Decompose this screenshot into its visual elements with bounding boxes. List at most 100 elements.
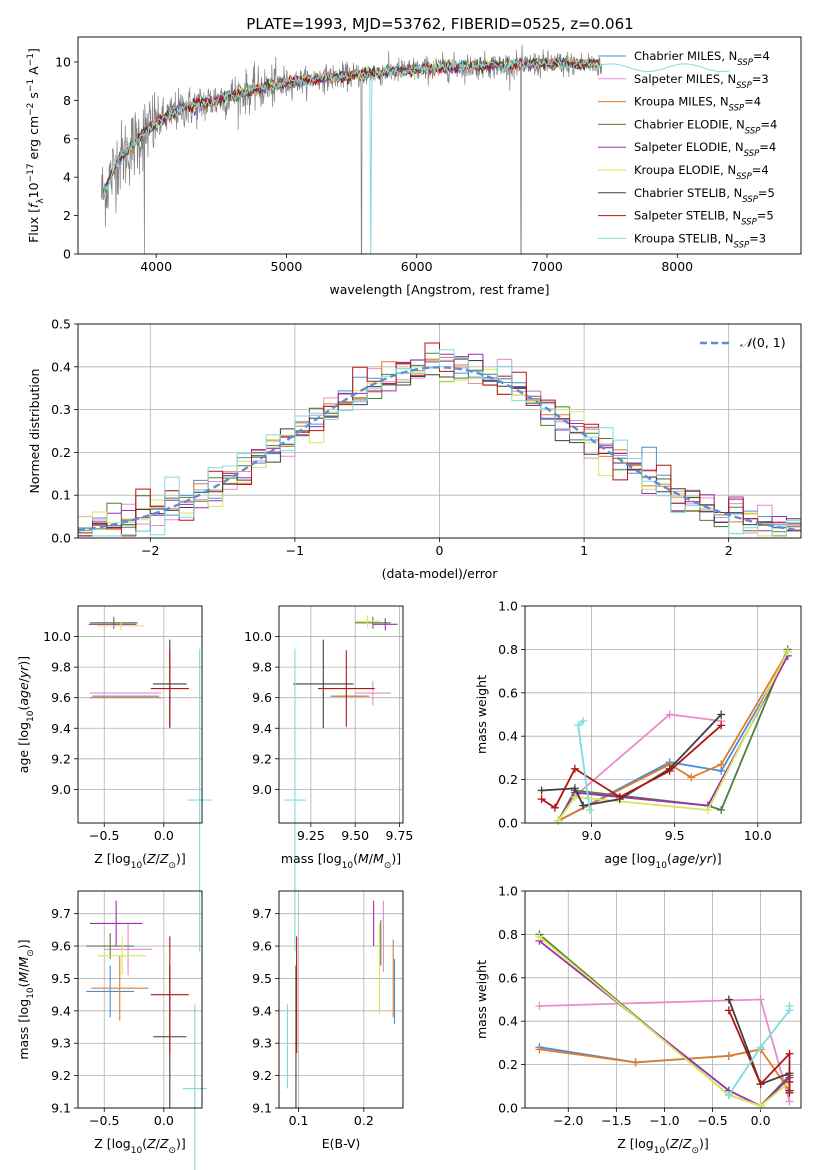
legend-label: Kroupa MILES, NSSP=4: [634, 95, 761, 114]
axes-frame: [77, 605, 203, 824]
series-point: [579, 717, 588, 726]
y-tick-label: 1.0: [498, 884, 518, 899]
series-line: [541, 724, 722, 810]
x-tick-label: −2: [141, 543, 159, 558]
y-tick-label: 0.8: [498, 927, 518, 942]
y-axis-label: mass [log10(M/M⊙)]: [16, 939, 36, 1059]
series-point: [687, 773, 696, 782]
axes-frame: [77, 323, 802, 539]
y-tick-label: 0.1: [51, 488, 71, 503]
legend-label: Salpeter STELIB, NSSP=5: [634, 209, 774, 228]
legend-label: Salpeter MILES, NSSP=3: [634, 72, 769, 91]
x-tick-label: 8000: [661, 259, 693, 274]
x-tick-label: 9.25: [297, 828, 325, 843]
y-tick-label: 0.4: [498, 729, 518, 744]
y-tick-label: 9.7: [252, 906, 272, 921]
x-tick-label: 0.0: [154, 828, 174, 843]
series-point: [756, 1080, 765, 1089]
y-tick-label: 9.4: [51, 1003, 71, 1018]
series-point: [570, 784, 579, 793]
mass-vs-ebv-panel: 0.1 0.2 9.1 9.2 9.3 9.4 9.5 9.6 9.7 E(B-V): [252, 890, 404, 1151]
y-tick-label: 9.5: [252, 971, 272, 986]
x-axis-label: Z [log10(Z/Z⊙)]: [94, 851, 186, 871]
series-point: [785, 1049, 794, 1058]
series-point: [570, 792, 579, 801]
x-tick-label: 5000: [271, 259, 303, 274]
y-tick-label: 9.0: [252, 782, 272, 797]
y-tick-label: 9.2: [252, 751, 272, 766]
plot-area: [535, 930, 794, 1110]
series-point: [535, 1045, 544, 1054]
y-tick-label: 0.4: [51, 359, 71, 374]
series-point: [785, 1088, 794, 1097]
y-axis-label: Normed distribution: [27, 369, 42, 494]
figure-title: PLATE=1993, MJD=53762, FIBERID=0525, z=0…: [246, 15, 633, 33]
series-point: [615, 792, 624, 801]
y-tick-label: 0.0: [51, 531, 71, 546]
x-axis-label: age [log10(age/yr)]: [604, 851, 721, 871]
series-point: [717, 721, 726, 730]
series-point: [717, 760, 726, 769]
y-tick-label: 9.7: [51, 906, 71, 921]
y-tick-label: 9.2: [51, 751, 71, 766]
age-vs-metallicity-panel: −0.5 0.0 9.0 9.2 9.4 9.6 9.8 10.0 Z [log10(Z/Z⊙)…: [16, 605, 212, 952]
residual-histogram-chabrier-stelib: [78, 358, 801, 534]
axes-frame: [278, 890, 404, 1109]
y-axis-label: age [log10(age/yr)]: [16, 656, 36, 773]
y-axis-label: mass weight: [474, 960, 489, 1039]
series-point: [537, 795, 546, 804]
series-line: [557, 655, 789, 822]
x-tick-label: 6000: [401, 259, 433, 274]
series-point: [717, 710, 726, 719]
x-tick-label: 1: [580, 543, 588, 558]
x-tick-label: 0: [436, 543, 444, 558]
series-point: [703, 805, 712, 814]
x-tick-label: −1.0: [649, 1113, 679, 1128]
y-tick-label: 9.4: [252, 721, 272, 736]
series-point: [724, 995, 733, 1004]
y-tick-label: 9.8: [252, 660, 272, 675]
y-tick-label: 0: [63, 247, 71, 262]
y-tick-label: 0.2: [51, 445, 71, 460]
x-tick-label: 9.50: [341, 828, 369, 843]
y-tick-label: 8: [63, 93, 71, 108]
series-point: [665, 710, 674, 719]
series-point: [537, 786, 546, 795]
legend-label: Chabrier ELODIE, NSSP=4: [634, 117, 777, 136]
legend-label: Kroupa STELIB, NSSP=3: [634, 231, 766, 250]
x-tick-label: 0.0: [154, 1113, 174, 1128]
series-point: [574, 721, 583, 730]
y-tick-label: 6: [63, 131, 71, 146]
x-tick-label: 0.2: [354, 1113, 374, 1128]
x-tick-label: 9.5: [665, 828, 685, 843]
axes-frame: [524, 890, 802, 1109]
plot-area: [537, 645, 792, 825]
series-point: [756, 995, 765, 1004]
series-point: [631, 1058, 640, 1067]
legend-label: Chabrier MILES, NSSP=4: [634, 49, 770, 68]
legend-label: Salpeter ELODIE, NSSP=4: [634, 140, 776, 159]
y-tick-label: 9.2: [252, 1068, 272, 1083]
series-point: [785, 1097, 794, 1106]
series-point: [585, 805, 594, 814]
x-axis-label: wavelength [Angstrom, rest frame]: [329, 282, 549, 297]
y-tick-label: 9.2: [51, 1068, 71, 1083]
y-tick-label: 9.6: [252, 690, 272, 705]
legend-label: Chabrier STELIB, NSSP=5: [634, 186, 775, 205]
y-tick-label: 2: [63, 208, 71, 223]
y-tick-label: 9.6: [51, 939, 71, 954]
y-tick-label: 0.2: [498, 772, 518, 787]
y-tick-label: 0.4: [498, 1014, 518, 1029]
mass-vs-metallicity-panel: −0.5 0.0 9.1 9.2 9.3 9.4 9.5 9.6 9.7 Z [log10(Z/Z…: [16, 890, 207, 1170]
plot-area: [101, 44, 730, 255]
series-point: [724, 1006, 733, 1015]
y-tick-label: 9.6: [51, 690, 71, 705]
x-axis-label: E(B-V): [322, 1136, 361, 1151]
series-point: [535, 932, 544, 941]
x-tick-label: −0.5: [89, 1113, 119, 1128]
x-axis-label: Z [log10(Z/Z⊙)]: [617, 1136, 709, 1156]
age-vs-mass-panel: 9.25 9.50 9.75 9.0 9.2 9.4 9.6 9.8 10.0 mass [log…: [244, 605, 413, 952]
y-tick-label: 0.3: [51, 402, 71, 417]
x-tick-label: −0.5: [697, 1113, 727, 1128]
axes-frame: [524, 605, 802, 824]
